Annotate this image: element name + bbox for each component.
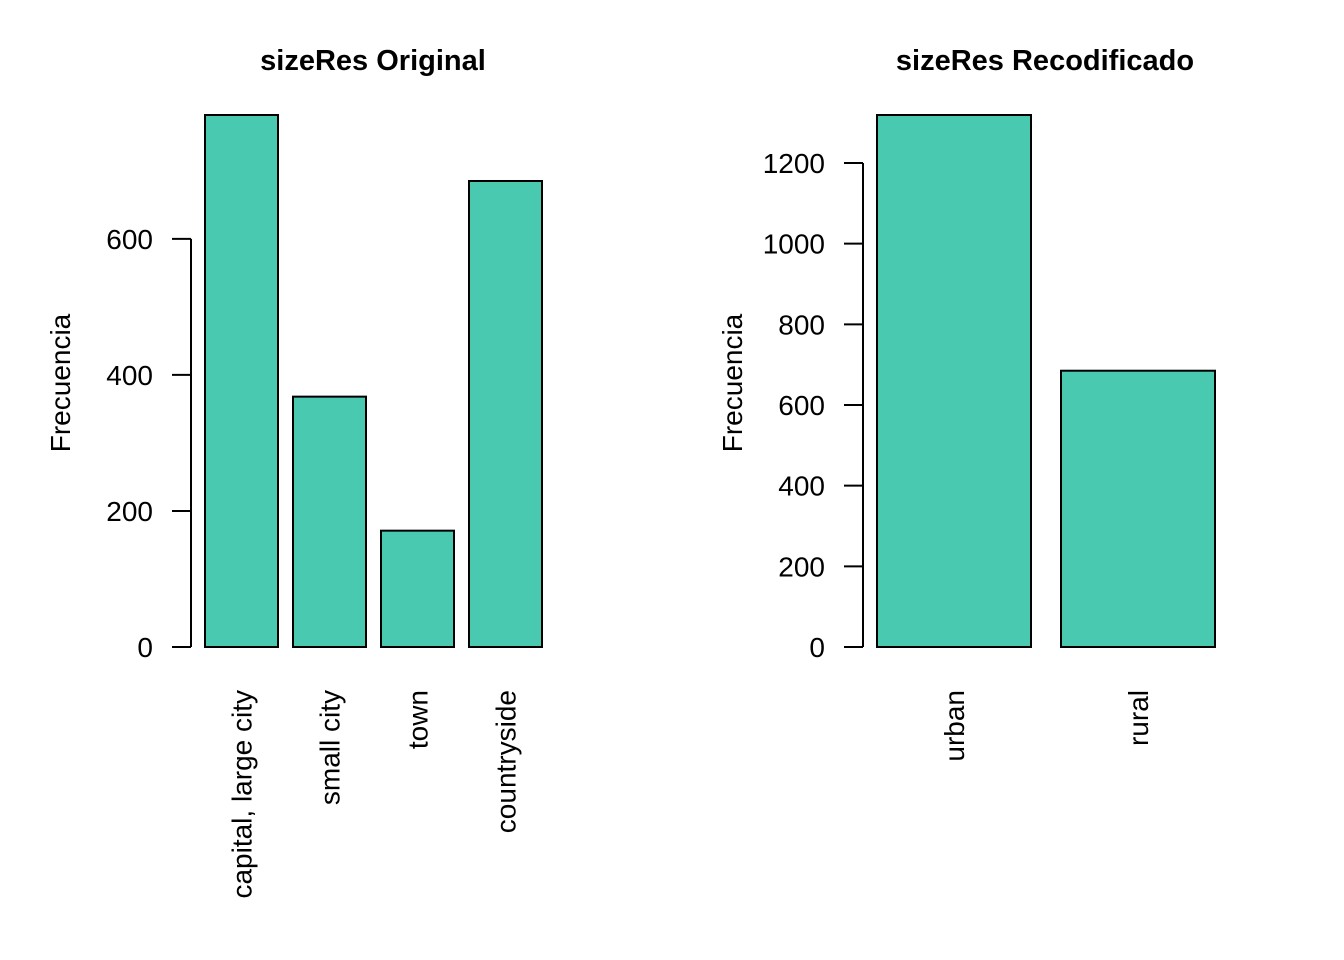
bars-group (876, 114, 1216, 648)
chart-panel-recoded: sizeRes Recodificado Frecuencia 0 200 400 6… (717, 45, 1216, 762)
bar (876, 114, 1032, 648)
x-category-label: countryside (491, 690, 522, 833)
y-tick-label: 1000 (763, 229, 825, 260)
x-category-label: capital, large city (227, 690, 258, 899)
chart-title: sizeRes Original (260, 45, 486, 77)
bar (204, 114, 279, 648)
chart-panel-original: sizeRes Original Frecuencia 0 200 400 600 c… (45, 45, 543, 899)
y-tick-label: 0 (137, 632, 153, 663)
x-category-label: town (403, 690, 434, 749)
y-tick-label: 0 (809, 632, 825, 663)
x-axis-labels: capital, large city small city town country… (227, 690, 522, 899)
bar (1060, 369, 1216, 648)
y-axis-label: Frecuencia (45, 313, 76, 452)
y-tick-label: 400 (778, 471, 825, 502)
y-tick-label: 800 (778, 309, 825, 340)
y-tick-label: 600 (106, 224, 153, 255)
bar (468, 179, 543, 648)
bars-group (204, 114, 543, 649)
chart-title: sizeRes Recodificado (896, 45, 1194, 77)
y-tick-label: 600 (778, 390, 825, 421)
y-tick-label: 1200 (763, 148, 825, 179)
y-tick-label: 200 (106, 496, 153, 527)
y-tick-label: 400 (106, 360, 153, 391)
x-category-label: rural (1123, 690, 1154, 746)
bar (292, 395, 367, 648)
y-axis: 0 200 400 600 (106, 224, 192, 663)
x-category-label: small city (315, 690, 346, 805)
y-axis: 0 200 400 600 800 1000 1200 (763, 148, 864, 663)
x-category-label: urban (939, 690, 970, 762)
bar (380, 529, 455, 649)
y-axis-label: Frecuencia (717, 313, 748, 452)
y-tick-label: 200 (778, 551, 825, 582)
x-axis-labels: urban rural (939, 690, 1154, 762)
